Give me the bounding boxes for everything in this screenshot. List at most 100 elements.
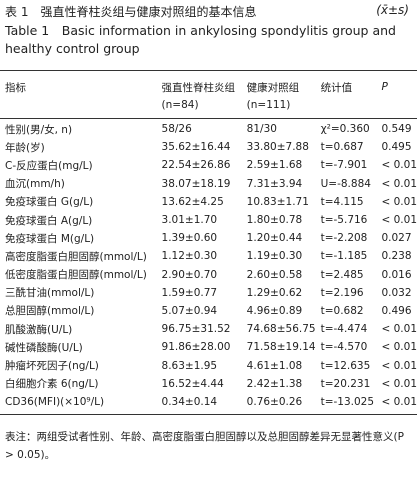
header-cell: [376, 96, 417, 114]
table-note: 表注：两组受试者性别、年龄、高密度脂蛋白胆固醇以及总胆固醇差异无显著性意义(P …: [5, 431, 404, 461]
cell: 22.54±26.86: [161, 159, 231, 172]
cell: 0.027: [381, 232, 412, 245]
cell: 1.80±0.78: [246, 214, 303, 227]
data-row: 肿瘤坏死因子(ng/L) 8.63±1.95 4.61±1.08 t=12.635 < …: [0, 356, 417, 374]
data-row: 白细胞介素 6(ng/L) 16.52±4.44 2.42±1.38 t=20.231…: [0, 375, 417, 393]
cell: 58/26: [161, 123, 192, 136]
cell: 三酰甘油(mmol/L): [5, 287, 95, 300]
cell: t=2.196: [320, 286, 364, 299]
cell: χ²=0.360: [320, 123, 370, 136]
header-cell: 健康对照组: [242, 78, 316, 96]
cell: t=4.115: [320, 195, 364, 208]
stat-symbol: (x̄±s): [376, 3, 409, 17]
header-cell: (n=111): [242, 96, 316, 114]
data-row: 低密度脂蛋白胆固醇(mmol/L) 2.90±0.70 2.60±0.58 t=2.4…: [0, 266, 417, 284]
cell: 71.58±19.14: [246, 341, 316, 354]
cell: < 0.01: [381, 323, 417, 336]
cell: 1.39±0.60: [161, 232, 218, 245]
cell: t=-13.025: [320, 395, 375, 408]
cell: 81/30: [246, 123, 277, 136]
cell: 8.63±1.95: [161, 359, 218, 372]
cell: 4.61±1.08: [246, 359, 303, 372]
cell: 0.238: [381, 250, 412, 263]
cell: 4.96±0.89: [246, 304, 303, 317]
cell: t=-5.716: [320, 214, 368, 227]
cell: 0.016: [381, 268, 412, 281]
cell: 高密度脂蛋白胆固醇(mmol/L): [5, 250, 147, 263]
header-cell: [316, 96, 377, 114]
cell: 0.496: [381, 304, 412, 317]
cell: t=0.687: [320, 141, 364, 154]
cell: 2.59±1.68: [246, 159, 303, 172]
cell: C-反应蛋白(mg/L): [5, 159, 93, 172]
cell: 0.34±0.14: [161, 395, 218, 408]
table-head: 指标 强直性脊柱炎组 健康对照组 统计值 P (n=84) (n=111): [0, 78, 417, 120]
cell: 96.75±31.52: [161, 323, 231, 336]
table-title-en: Table 1 Basic information in ankylosing …: [5, 23, 396, 56]
cell: 1.20±0.44: [246, 232, 303, 245]
head-rule: [0, 118, 417, 119]
cell: 性别(男/女, n): [5, 123, 73, 136]
data-row: 血沉(mm/h) 38.07±18.19 7.31±3.94 U=-8.884 < 0.…: [0, 175, 417, 193]
cell: 0.76±0.26: [246, 395, 303, 408]
cell: 2.90±0.70: [161, 268, 218, 281]
cell: 白细胞介素 6(ng/L): [5, 378, 99, 391]
cell: 总胆固醇(mmol/L): [5, 305, 95, 318]
cell: 1.12±0.30: [161, 250, 218, 263]
cell: 0.549: [381, 123, 412, 136]
header-cell: 强直性脊柱炎组: [157, 78, 242, 96]
cell: 0.032: [381, 286, 412, 299]
cell: < 0.01: [381, 195, 417, 208]
header-cell: 统计值: [316, 78, 377, 96]
data-row: C-反应蛋白(mg/L) 22.54±26.86 2.59±1.68 t=-7.901…: [0, 156, 417, 174]
cell: < 0.01: [381, 341, 417, 354]
cell: t=2.485: [320, 268, 364, 281]
cell: < 0.01: [381, 159, 417, 172]
cell: 低密度脂蛋白胆固醇(mmol/L): [5, 269, 147, 282]
cell: 2.42±1.38: [246, 377, 303, 390]
cell: 3.01±1.70: [161, 214, 218, 227]
cell: < 0.01: [381, 214, 417, 227]
cell: < 0.01: [381, 395, 417, 408]
cell: < 0.01: [381, 177, 417, 190]
data-row: 年龄(岁) 35.62±16.44 33.80±7.88 t=0.687 0.495: [0, 138, 417, 156]
cell: 肿瘤坏死因子(ng/L): [5, 360, 99, 373]
cell: t=20.231: [320, 377, 371, 390]
cell: 33.80±7.88: [246, 141, 309, 154]
data-row: 碱性磷酸酶(U/L) 91.86±28.00 71.58±19.14 t=-4.570…: [0, 338, 417, 356]
header-text: 统计值: [320, 81, 353, 94]
cell: 1.29±0.62: [246, 286, 303, 299]
cell: < 0.01: [381, 359, 417, 372]
header-cell: [0, 96, 157, 114]
cell: 血沉(mm/h): [5, 178, 65, 191]
cell: 1.59±0.77: [161, 286, 218, 299]
cell: 91.86±28.00: [161, 341, 231, 354]
data-row: 肌酸激酶(U/L) 96.75±31.52 74.68±56.75 t=-4.474 <…: [0, 320, 417, 338]
cell: 16.52±4.44: [161, 377, 224, 390]
data-row: 免疫球蛋白 G(g/L) 13.62±4.25 10.83±1.71 t=4.115 <…: [0, 193, 417, 211]
data-row: 性别(男/女, n) 58/26 81/30 χ²=0.360 0.549: [0, 120, 417, 138]
cell: < 0.01: [381, 377, 417, 390]
cell: t=-7.901: [320, 159, 368, 172]
header-text: 健康对照组: [246, 81, 300, 94]
cell: t=12.635: [320, 359, 371, 372]
header-cell: 指标: [0, 78, 157, 96]
cell: 7.31±3.94: [246, 177, 303, 190]
header-text: 指标: [5, 81, 26, 94]
header-row: (n=84) (n=111): [0, 96, 417, 114]
data-row: 总胆固醇(mmol/L) 5.07±0.94 4.96±0.89 t=0.682 0.4…: [0, 302, 417, 320]
cell: 免疫球蛋白 A(g/L): [5, 214, 93, 227]
cell: 碱性磷酸酶(U/L): [5, 341, 83, 354]
header-cell: P: [376, 78, 417, 96]
cell: t=-4.570: [320, 341, 368, 354]
cell: CD36(MFI)(×10⁹/L): [5, 395, 105, 408]
header-text: 强直性脊柱炎组: [161, 81, 236, 94]
top-rule: [0, 70, 417, 71]
cell: 5.07±0.94: [161, 304, 218, 317]
cell: t=0.682: [320, 304, 364, 317]
cell: 免疫球蛋白 G(g/L): [5, 196, 94, 209]
header-cell: (n=84): [157, 96, 242, 114]
cell: 0.495: [381, 141, 412, 154]
cell: 肌酸激酶(U/L): [5, 323, 73, 336]
